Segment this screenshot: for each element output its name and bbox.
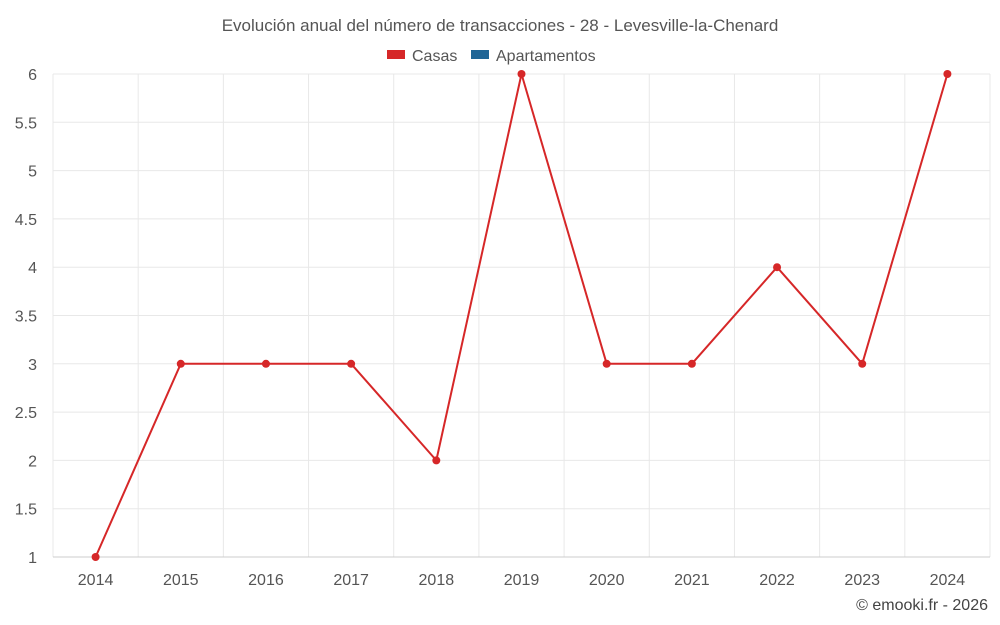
grid <box>52 73 991 557</box>
y-tick-label: 4.5 <box>15 212 37 229</box>
legend: Casas Apartamentos <box>387 48 596 65</box>
data-point[interactable] <box>176 359 185 368</box>
x-tick-label: 2015 <box>163 572 199 589</box>
x-tick-label: 2020 <box>589 572 625 589</box>
y-tick-label: 3 <box>28 357 37 374</box>
x-tick-label: 2017 <box>333 572 369 589</box>
data-point[interactable] <box>91 553 100 561</box>
y-tick-label: 5 <box>28 164 37 181</box>
data-point[interactable] <box>943 70 952 78</box>
x-tick-label: 2018 <box>419 572 455 589</box>
x-tick-label: 2016 <box>248 572 284 589</box>
y-tick-label: 6 <box>28 67 37 84</box>
y-tick-label: 1.5 <box>15 502 37 519</box>
legend-swatch-casas[interactable] <box>387 50 405 59</box>
data-point[interactable] <box>602 359 611 368</box>
x-tick-label: 2023 <box>844 572 880 589</box>
data-point[interactable] <box>687 359 696 368</box>
x-tick-label: 2019 <box>504 572 540 589</box>
y-tick-label: 3.5 <box>15 309 37 326</box>
data-point[interactable] <box>517 70 526 78</box>
credit-text: © emooki.fr - 2026 <box>856 597 988 614</box>
legend-label-casas[interactable]: Casas <box>412 48 457 65</box>
legend-swatch-apartamentos[interactable] <box>471 50 489 59</box>
y-tick-label: 2 <box>28 453 37 470</box>
x-tick-label: 2021 <box>674 572 710 589</box>
y-tick-label: 1 <box>28 550 37 567</box>
y-tick-label: 2.5 <box>15 405 37 422</box>
data-point[interactable] <box>432 456 441 465</box>
y-tick-label: 5.5 <box>15 115 37 132</box>
legend-label-apartamentos[interactable]: Apartamentos <box>496 48 596 65</box>
data-point[interactable] <box>261 359 270 368</box>
x-tick-label: 2024 <box>930 572 966 589</box>
y-tick-label: 4 <box>28 260 37 277</box>
axes: 1 1.5 2 2.5 3 3.5 4 4.5 5 5.5 6 2014 2015 2016 2017 201… <box>15 67 990 589</box>
x-tick-label: 2022 <box>759 572 795 589</box>
data-point[interactable] <box>773 263 782 272</box>
x-tick-label: 2014 <box>78 572 114 589</box>
series <box>91 70 952 561</box>
chart-title: Evolución anual del número de transaccio… <box>222 16 779 35</box>
data-point[interactable] <box>858 359 867 368</box>
data-point[interactable] <box>347 359 356 368</box>
